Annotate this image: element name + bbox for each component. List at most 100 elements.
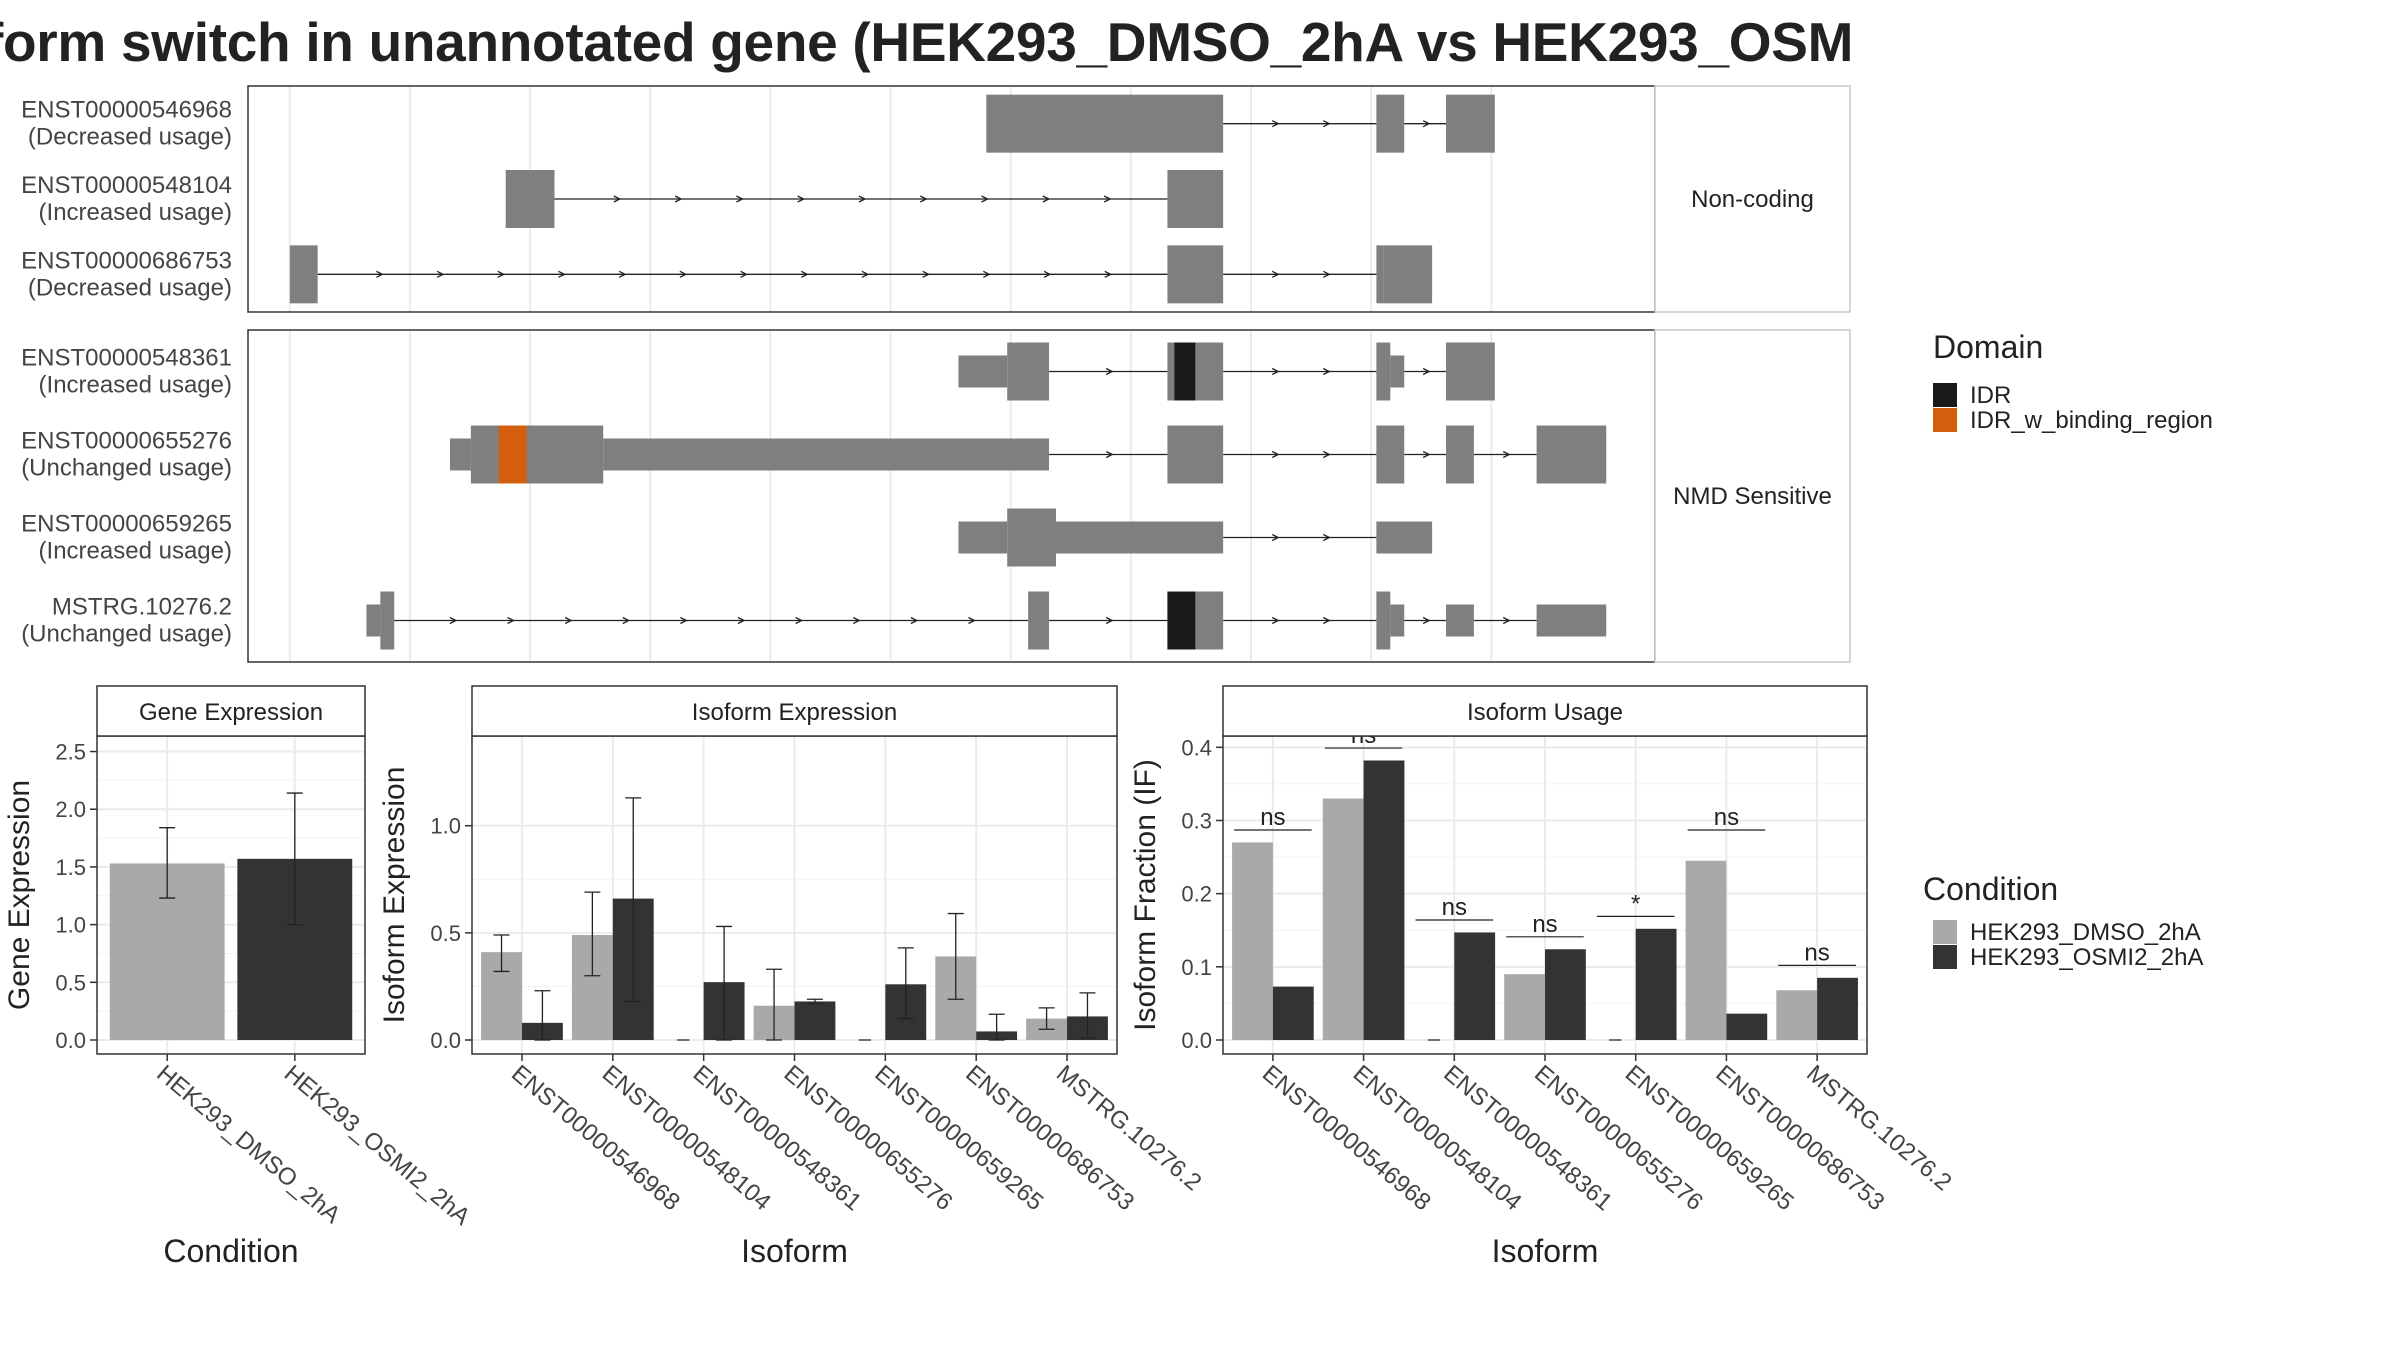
panel-strip — [96, 685, 366, 737]
intron-arrow — [1271, 533, 1280, 542]
intron-arrow — [910, 616, 919, 625]
significance-label: ns — [1260, 804, 1285, 831]
legend-key-HEK293_OSMI2_2hA — [1933, 945, 1957, 969]
exon — [1167, 425, 1224, 484]
exon — [1376, 94, 1405, 153]
legend-label-HEK293_OSMI2_2hA: HEK293_OSMI2_2hA — [1970, 944, 2203, 971]
x-tick-label: ENST00000655276 — [779, 1060, 958, 1216]
x-axis-label: Isoform — [1492, 1233, 1599, 1269]
isoform-row-label: ENST00000546968 — [21, 97, 232, 124]
exon — [1446, 425, 1474, 484]
panel-strip-label: Isoform Expression — [692, 699, 897, 726]
exon — [958, 355, 1008, 388]
intron-arrow — [1323, 367, 1331, 376]
intron-arrow — [1271, 616, 1280, 625]
significance-label: ns — [1532, 911, 1557, 938]
exon — [1167, 245, 1224, 304]
bar — [1454, 932, 1496, 1040]
intron-arrow — [1105, 616, 1114, 625]
bar — [1776, 990, 1818, 1040]
bar — [1272, 986, 1314, 1040]
exon — [366, 604, 381, 637]
bar — [1232, 842, 1273, 1040]
intron-arrow — [680, 616, 688, 625]
intron-arrow — [922, 270, 931, 278]
significance-label: ns — [1804, 939, 1829, 966]
y-tick-label: 0.0 — [55, 1028, 86, 1053]
x-tick-label: ENST00000548104 — [597, 1060, 776, 1216]
exon — [1446, 604, 1474, 637]
isoform-row-label: ENST00000548104 — [21, 172, 232, 199]
intron-arrow — [1271, 270, 1280, 278]
x-tick-label: ENST00000548104 — [1348, 1060, 1527, 1216]
exon — [986, 94, 1224, 153]
x-tick-label: ENST00000655276 — [1529, 1060, 1708, 1216]
y-tick-label: 0.0 — [1181, 1028, 1212, 1053]
intron-arrow — [618, 270, 627, 278]
exon — [1446, 94, 1495, 153]
intron-arrow — [1323, 616, 1331, 625]
y-tick-label: 2.0 — [55, 797, 86, 822]
facet-strip-label: NMD Sensitive — [1673, 483, 1832, 510]
exon — [1055, 521, 1224, 554]
y-tick-label: 1.0 — [430, 814, 461, 839]
legend-key-IDR — [1933, 383, 1957, 407]
x-axis-label: Condition — [163, 1233, 298, 1269]
intron-arrow — [736, 195, 744, 203]
exon — [470, 425, 604, 484]
y-tick-label: 0.3 — [1181, 808, 1212, 833]
intron-arrow — [507, 616, 515, 625]
bar — [1635, 928, 1677, 1040]
bar — [1504, 974, 1545, 1040]
y-axis-label: Isoform Expression — [378, 767, 411, 1024]
intron-arrow — [1502, 450, 1511, 459]
x-tick-label: ENST00000686753 — [960, 1060, 1139, 1216]
intron-arrow — [1103, 195, 1112, 203]
isoform-usage-label: (Unchanged usage) — [21, 455, 232, 482]
y-axis-label: Isoform Fraction (IF) — [1129, 759, 1162, 1031]
intron-arrow — [1105, 450, 1114, 459]
isoform-row-label: MSTRG.10276.2 — [52, 594, 232, 621]
intron-arrow — [858, 195, 867, 203]
isoform-row-label: ENST00000548361 — [21, 345, 232, 372]
panel-strip-label: Isoform Usage — [1467, 699, 1623, 726]
exon — [380, 591, 395, 650]
intron-arrow — [795, 616, 804, 625]
x-tick-label: ENST00000546968 — [506, 1060, 685, 1216]
intron-arrow — [613, 195, 622, 203]
intron-arrow — [558, 270, 566, 278]
intron-arrow — [1104, 270, 1113, 278]
panel-strip — [1222, 685, 1868, 737]
intron-arrow — [861, 270, 870, 278]
intron-arrow — [1271, 450, 1280, 459]
facet-strip — [1654, 329, 1851, 663]
intron-arrow — [1042, 195, 1051, 203]
figure-title: form switch in unannotated gene (HEK293_… — [0, 11, 1854, 73]
isoform-row-label: ENST00000655276 — [21, 428, 232, 455]
domain-legend-title: Domain — [1933, 329, 2043, 365]
exon — [1007, 508, 1056, 567]
y-tick-label: 1.0 — [55, 913, 86, 938]
exon — [1390, 604, 1405, 637]
structure-panel-border — [247, 329, 1656, 663]
facet-strip-label: Non-coding — [1691, 186, 1814, 213]
exon — [1376, 591, 1391, 650]
intron-arrow — [1323, 533, 1331, 542]
intron-arrow — [564, 616, 573, 625]
isoform-row-label: ENST00000659265 — [21, 511, 232, 538]
bar — [1322, 798, 1364, 1040]
y-tick-label: 0.2 — [1181, 882, 1212, 907]
significance-label: ns — [1442, 894, 1467, 921]
intron-arrow — [1422, 616, 1431, 625]
y-tick-label: 0.4 — [1181, 735, 1212, 760]
intron-arrow — [852, 616, 861, 625]
bar-panel-1: Isoform Expression 0.0 0.5 1.0 Isoform Expre… — [378, 685, 1206, 1269]
exon — [1383, 245, 1433, 304]
domain-IDR — [1174, 342, 1196, 401]
y-tick-label: 0.1 — [1181, 955, 1212, 980]
intron-arrow — [797, 195, 806, 203]
y-tick-label: 0.5 — [55, 970, 86, 995]
isoform-usage-label: (Increased usage) — [39, 538, 232, 565]
